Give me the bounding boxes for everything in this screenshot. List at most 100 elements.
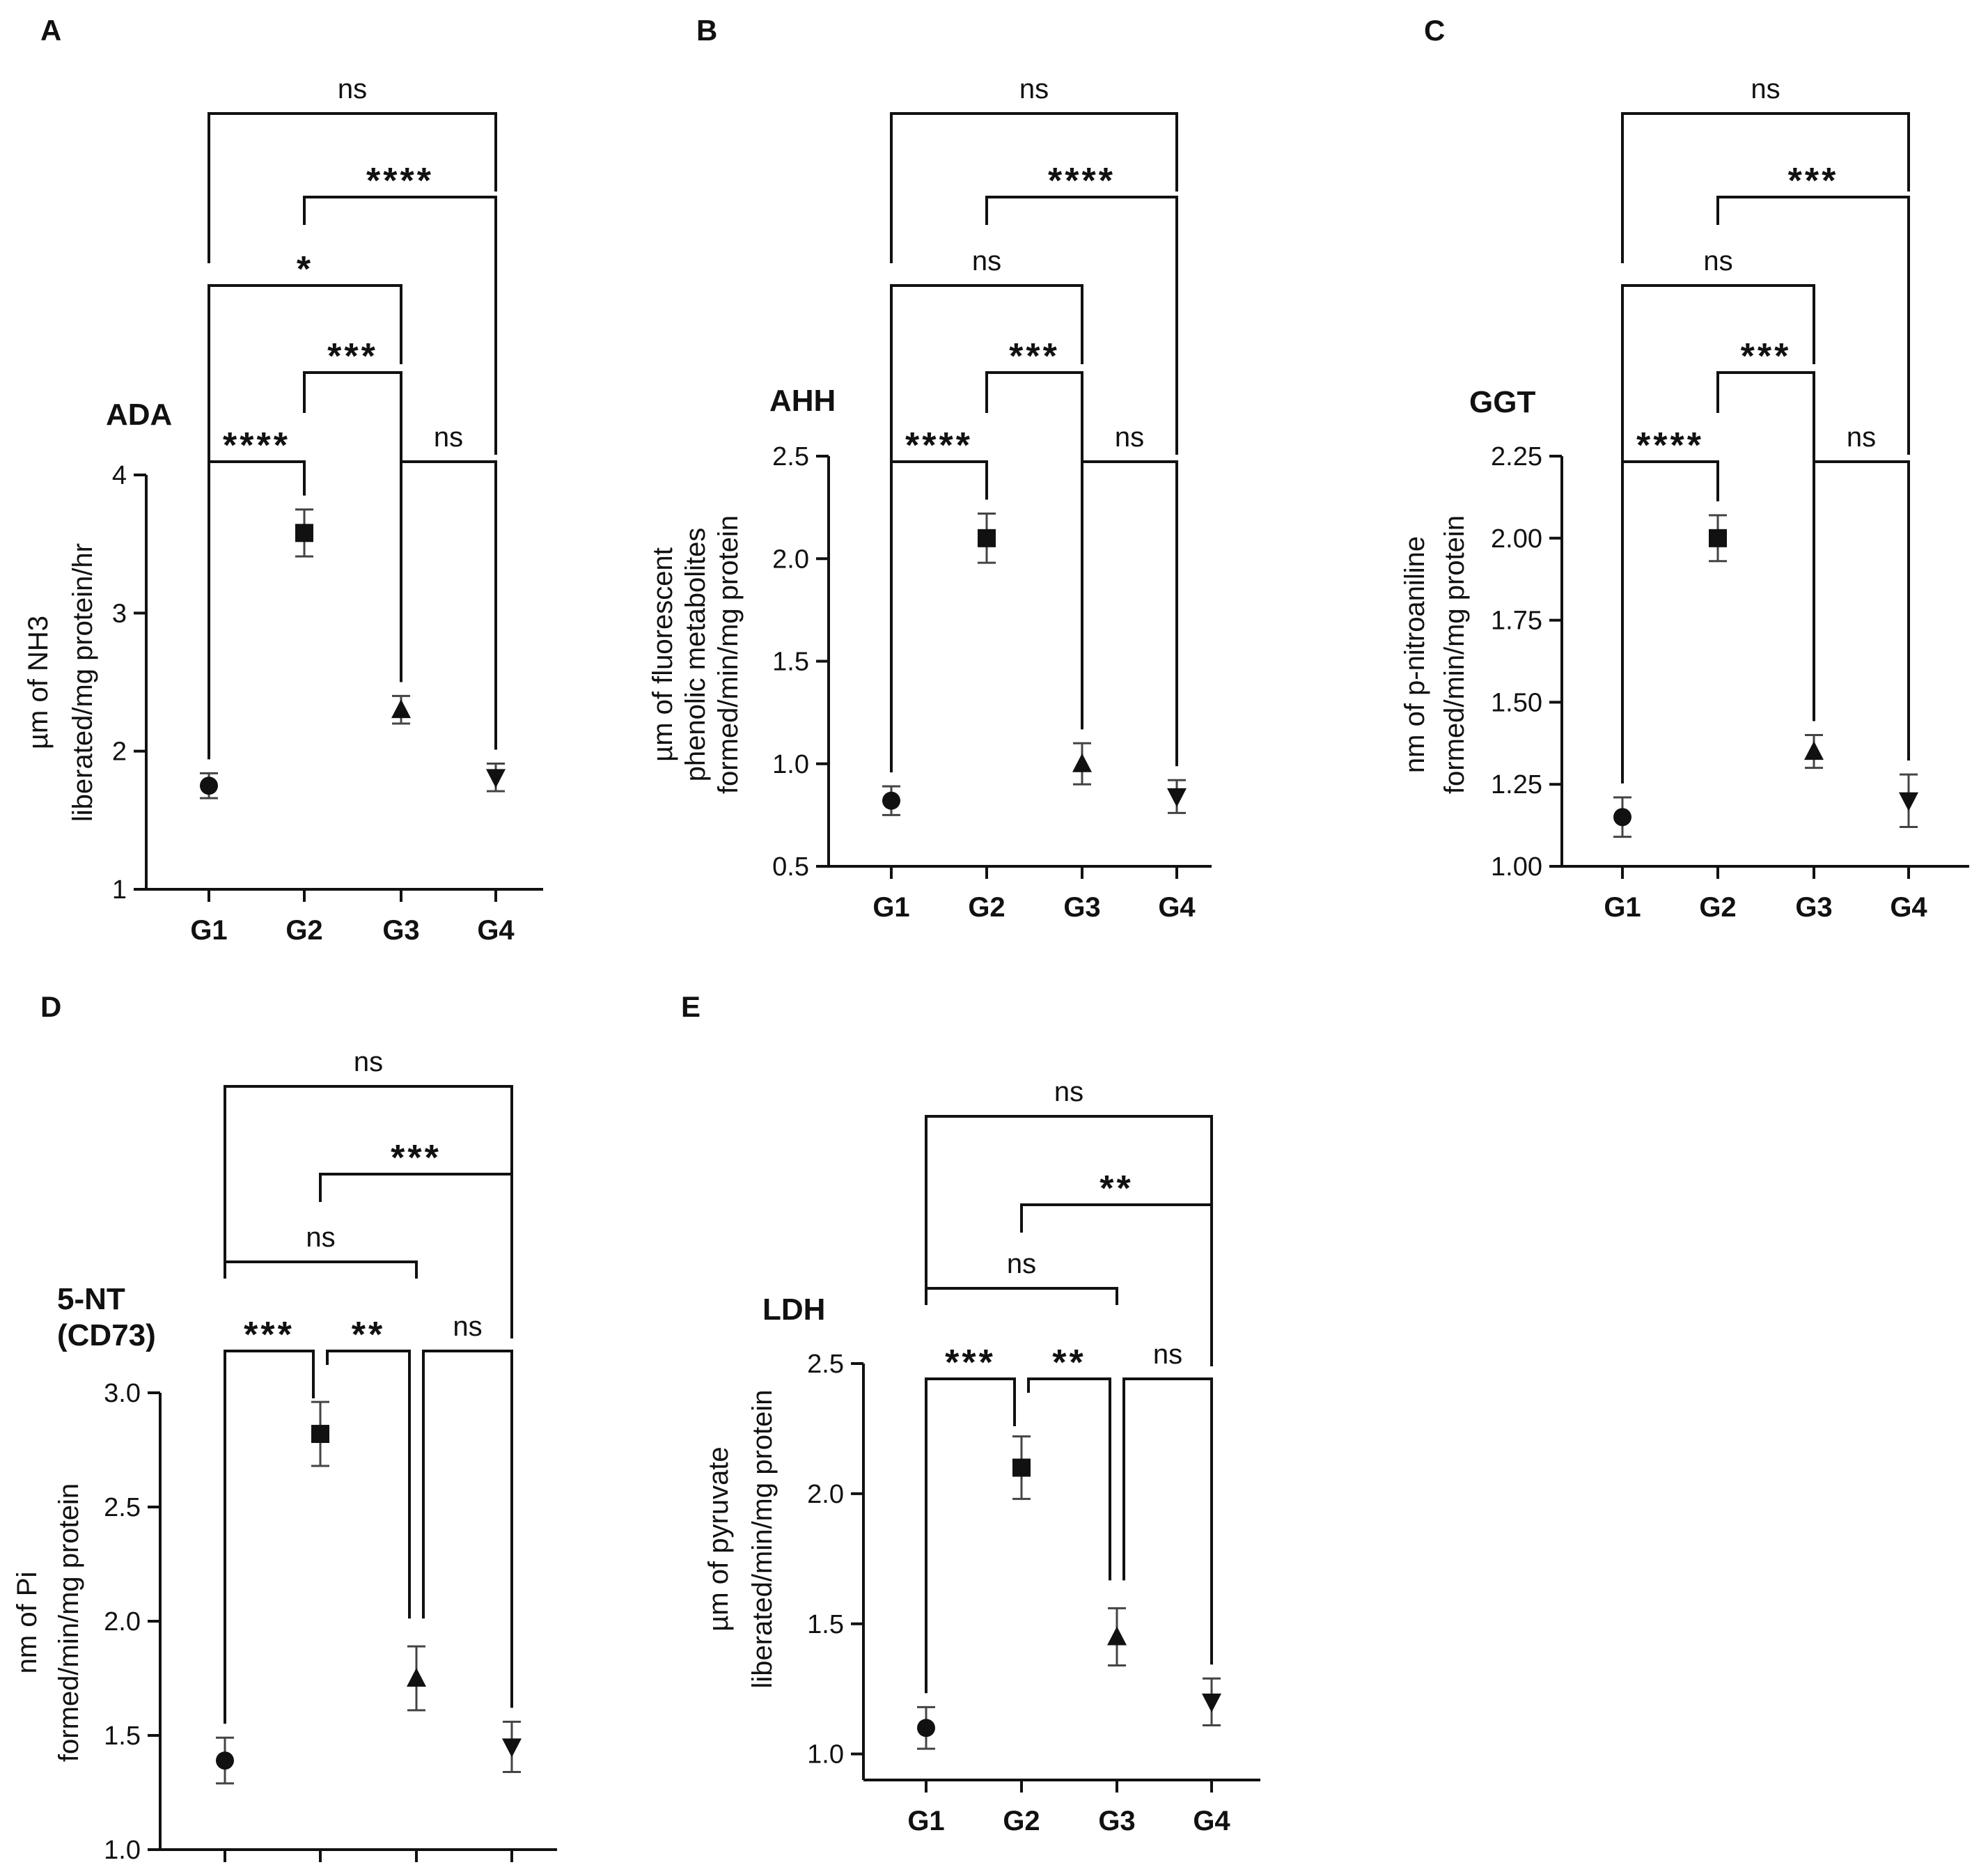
significance-label: ns [306,1222,335,1253]
significance-label: ns [338,74,367,104]
y-tick-label: 0.5 [772,852,809,882]
y-axis-label: µm of pyruvate [703,1446,734,1631]
data-point [917,1719,935,1738]
chart-panel-c: C GGT 1.00 1.25 1.50 1.75 2.00 2.25 G1 G2 G3 G4 nm o… [1400,14,1969,923]
significance-bracket [208,329,306,760]
panel-letter: D [40,990,61,1023]
y-axis-label: formed/min/mg protein [713,515,744,794]
significance-label: ns [1019,74,1049,104]
x-tick-label: G3 [1063,892,1100,923]
significance-label: ns [1007,1249,1036,1279]
y-axis-label: µm of fluorescent [648,547,678,762]
data-point [1107,1626,1127,1646]
significance-label: ns [1153,1339,1182,1370]
chart-panel-e: E LDH 1.0 1.5 2.0 2.5 G1 G2 G3 G4 µm of pyruvate li… [681,990,1260,1836]
data-point [486,769,506,788]
y-tick-label: 2.0 [807,1480,844,1509]
significance-label: *** [1741,336,1792,377]
enzyme-title: AHH [769,384,836,418]
y-axis-label: phenolic metabolites [680,528,711,782]
data-point [200,776,218,795]
x-tick-label: G3 [1795,892,1832,923]
enzyme-title: 5-NT [57,1282,125,1316]
y-tick-label: 1 [112,875,127,905]
chart-panel-a: A ADA 1 2 3 4 G1 G2 G3 G4 µm of NH3 liberated/mg pr… [23,14,543,946]
data-point [1012,1458,1031,1477]
y-tick-label: 2.00 [1491,524,1542,554]
significance-bracket [319,1173,513,1338]
y-tick-label: 1.00 [1491,852,1542,882]
x-tick-label: G2 [1699,892,1736,923]
y-axis-label: liberated/mg protein/hr [68,543,98,822]
y-tick-label: 1.0 [104,1836,141,1865]
data-point [311,1425,329,1444]
significance-bracket [985,196,1178,455]
enzyme-title: LDH [762,1293,825,1327]
data-point [1899,792,1918,811]
y-tick-label: 2.0 [772,545,809,574]
y-tick-label: 1.0 [807,1740,844,1770]
significance-bracket [224,1085,513,1276]
y-axis-label: liberated/min/mg protein [747,1389,778,1688]
x-tick-label: G2 [968,892,1005,923]
enzyme-title: ADA [106,398,172,432]
data-point [391,699,411,719]
significance-label: * [297,249,313,290]
significance-label: *** [1788,161,1839,201]
significance-bracket [1081,460,1178,767]
x-tick-label: G1 [907,1806,944,1836]
y-tick-label: 1.0 [772,750,809,779]
y-tick-label: 1.5 [807,1610,844,1639]
significance-bracket [224,1350,315,1724]
significance-bracket [890,112,1178,263]
chart-panel-b: B AHH 0.5 1.0 1.5 2.0 2.5 G1 G2 G3 G4 µm of fluores… [648,14,1212,923]
significance-label: **** [366,161,434,201]
significance-bracket [890,329,988,773]
y-axis-label: nm of p-nitroaniline [1400,536,1430,773]
x-tick-label: G4 [1890,892,1927,923]
x-tick-label: G2 [1003,1806,1040,1836]
x-tick-label: G2 [285,915,322,946]
significance-bracket [1027,1377,1111,1581]
x-tick-label: G1 [190,915,227,946]
data-point [978,529,996,547]
significance-label: **** [905,425,973,466]
y-tick-label: 2.5 [807,1350,844,1379]
significance-bracket [1716,371,1815,721]
significance-label: ns [453,1311,482,1342]
x-tick-label: G4 [1158,892,1196,923]
y-tick-label: 4 [112,461,127,490]
significance-bracket [1621,329,1719,784]
significance-label: ns [972,246,1001,276]
significance-label: ** [352,1315,385,1355]
y-tick-label: 2.0 [104,1607,141,1637]
significance-bracket [1813,460,1910,761]
significance-label: *** [1009,336,1060,377]
data-point [502,1738,522,1758]
enzyme-title: (CD73) [57,1318,156,1352]
y-axis-label: formed/min/mg protein [54,1483,84,1762]
significance-label: ns [434,422,463,453]
enzyme-title: GGT [1469,385,1535,419]
significance-bracket [985,371,1083,730]
data-point [1072,753,1092,772]
y-tick-label: 3.0 [104,1379,141,1408]
significance-bracket [208,284,402,430]
significance-label: *** [391,1138,441,1178]
panel-letter: B [696,14,717,47]
significance-bracket [1122,1377,1213,1665]
y-tick-label: 3 [112,599,127,628]
y-axis-label: nm of Pi [12,1572,42,1674]
data-point [882,791,900,810]
y-tick-label: 2.5 [104,1493,141,1522]
data-point [216,1751,234,1770]
significance-bracket [1716,196,1910,455]
panel-letter: C [1424,14,1445,47]
x-tick-label: G3 [1098,1806,1135,1836]
significance-bracket [326,1350,411,1619]
x-tick-label: G1 [1604,892,1641,923]
significance-bracket [890,284,1083,430]
significance-label: ** [1099,1169,1133,1209]
significance-bracket [422,1350,513,1708]
data-point [1709,529,1727,547]
